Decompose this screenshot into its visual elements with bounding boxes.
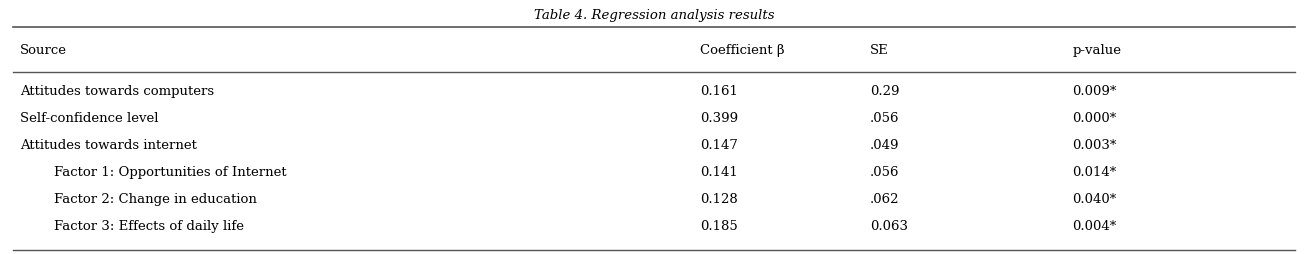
Text: 0.141: 0.141 <box>700 166 738 179</box>
Text: 0.000*: 0.000* <box>1073 112 1117 125</box>
Text: Factor 2: Change in education: Factor 2: Change in education <box>20 193 256 206</box>
Text: Source: Source <box>20 44 67 57</box>
Text: 0.29: 0.29 <box>870 85 900 98</box>
Text: 0.003*: 0.003* <box>1073 139 1117 152</box>
Text: 0.147: 0.147 <box>700 139 738 152</box>
Text: 0.040*: 0.040* <box>1073 193 1117 206</box>
Text: Self-confidence level: Self-confidence level <box>20 112 158 125</box>
Text: SE: SE <box>870 44 888 57</box>
Text: .049: .049 <box>870 139 900 152</box>
Text: Attitudes towards internet: Attitudes towards internet <box>20 139 196 152</box>
Text: 0.161: 0.161 <box>700 85 738 98</box>
Text: Factor 3: Effects of daily life: Factor 3: Effects of daily life <box>20 220 243 233</box>
Text: .062: .062 <box>870 193 900 206</box>
Text: 0.004*: 0.004* <box>1073 220 1117 233</box>
Text: 0.014*: 0.014* <box>1073 166 1117 179</box>
Text: 0.399: 0.399 <box>700 112 738 125</box>
Text: 0.128: 0.128 <box>700 193 738 206</box>
Text: p-value: p-value <box>1073 44 1121 57</box>
Text: Factor 1: Opportunities of Internet: Factor 1: Opportunities of Internet <box>20 166 286 179</box>
Text: Coefficient β: Coefficient β <box>700 44 785 57</box>
Text: 0.185: 0.185 <box>700 220 738 233</box>
Text: 0.063: 0.063 <box>870 220 908 233</box>
Text: Attitudes towards computers: Attitudes towards computers <box>20 85 213 98</box>
Text: 0.009*: 0.009* <box>1073 85 1117 98</box>
Text: .056: .056 <box>870 166 900 179</box>
Text: .056: .056 <box>870 112 900 125</box>
Text: Table 4. Regression analysis results: Table 4. Regression analysis results <box>534 9 774 22</box>
